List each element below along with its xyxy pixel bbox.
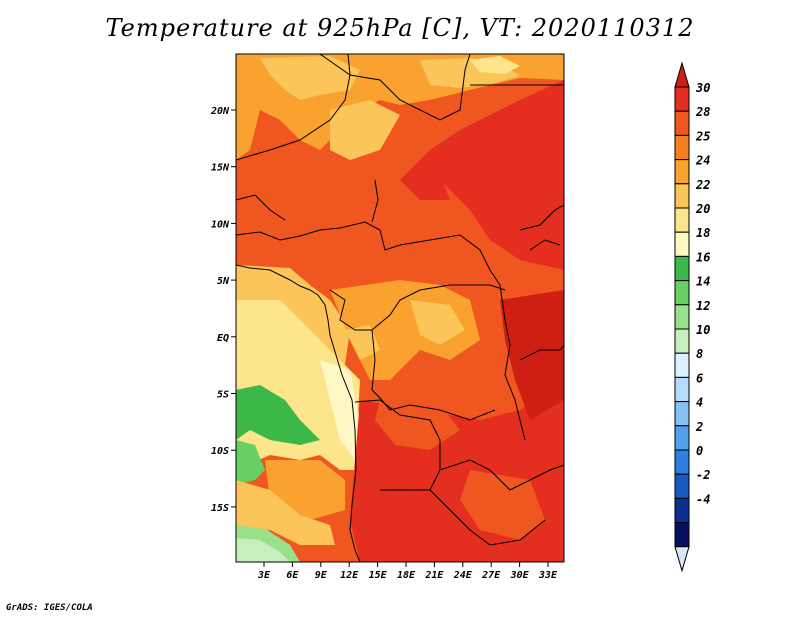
colorbar-label: 8	[696, 347, 703, 361]
colorbar-bottom-arrow	[674, 546, 690, 573]
colorbar-swatch	[674, 255, 690, 282]
colorbar-label: 6	[696, 371, 703, 385]
temperature-field	[236, 54, 564, 562]
colorbar-label: 25	[695, 129, 710, 143]
lat-label: 15N	[211, 163, 230, 174]
colorbar-label: 30	[695, 81, 710, 95]
lon-label: 6E	[286, 570, 299, 581]
colorbar-swatch	[674, 159, 690, 185]
colorbar-label: 22	[695, 178, 710, 192]
colorbar-swatch	[674, 449, 690, 475]
grads-credit: GrADS: IGES/COLA	[6, 603, 93, 613]
lat-label: 20N	[210, 106, 230, 117]
colorbar-swatch	[674, 280, 690, 306]
country-borders	[236, 54, 564, 562]
map-frame	[235, 53, 565, 563]
lon-label: 9E	[315, 570, 328, 581]
colorbar-swatch	[674, 86, 690, 112]
colorbar-top-arrow	[674, 61, 690, 88]
colorbar-swatch	[674, 522, 690, 548]
colorbar-swatch	[674, 425, 690, 451]
lon-label: 3E	[257, 570, 271, 581]
lon-label: 21E	[424, 570, 444, 581]
map-title: Temperature at 925hPa [C], VT: 202011031…	[105, 14, 695, 42]
colorbar-label: 28	[695, 105, 710, 119]
lat-label: 15S	[211, 503, 229, 514]
colorbar-swatch	[674, 110, 690, 136]
colorbar-swatch	[674, 304, 690, 330]
colorbar-label: 10	[696, 323, 710, 337]
colorbar-label: 20	[695, 202, 710, 216]
colorbar-label: -2	[696, 468, 710, 482]
colorbar-label: -4	[696, 492, 710, 506]
lat-label: 10S	[211, 446, 229, 457]
lat-label: EQ	[217, 333, 229, 344]
colorbar-swatch	[674, 207, 690, 233]
colorbar-label: 4	[696, 396, 703, 410]
colorbar-label: 0	[696, 444, 703, 458]
lat-label: 10N	[211, 219, 230, 230]
lon-label: 24E	[453, 570, 473, 581]
latitude-axis: 20N 15N 10N 5N EQ 5S 10S 15S	[210, 106, 236, 514]
lon-label: 33E	[538, 570, 558, 581]
colorbar-label: 14	[696, 275, 710, 289]
lon-label: 12E	[340, 570, 359, 581]
colorbar-swatch	[674, 183, 690, 209]
lon-label: 30E	[510, 570, 530, 581]
lat-label: 5S	[217, 390, 229, 401]
lon-label: 18E	[397, 570, 416, 581]
colorbar-label: 24	[695, 154, 710, 168]
colorbar-label: 12	[696, 299, 710, 313]
colorbar-swatch	[674, 376, 690, 403]
lon-label: 15E	[369, 570, 388, 581]
longitude-axis: 3E 6E 9E 12E 15E 18E 21E 24E 27E 30E 33E	[257, 562, 558, 581]
lat-label: 5N	[217, 276, 230, 287]
colorbar-swatch	[674, 134, 690, 161]
colorbar-swatch	[674, 231, 690, 257]
colorbar-label: 16	[696, 250, 710, 264]
colorbar-swatch	[674, 328, 690, 354]
colorbar-swatch	[674, 473, 690, 499]
colorbar-swatch	[674, 401, 690, 427]
lon-label: 27E	[481, 570, 501, 581]
colorbar-label: 18	[696, 226, 710, 240]
colorbar-swatch	[674, 352, 690, 378]
colorbar-swatch	[674, 497, 690, 524]
colorbar-label: 2	[695, 420, 703, 434]
